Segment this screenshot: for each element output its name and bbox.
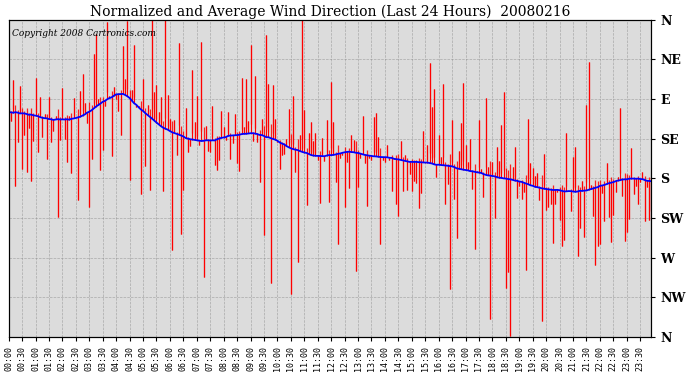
Text: Copyright 2008 Cartronics.com: Copyright 2008 Cartronics.com [12,29,156,38]
Title: Normalized and Average Wind Direction (Last 24 Hours)  20080216: Normalized and Average Wind Direction (L… [90,4,570,18]
